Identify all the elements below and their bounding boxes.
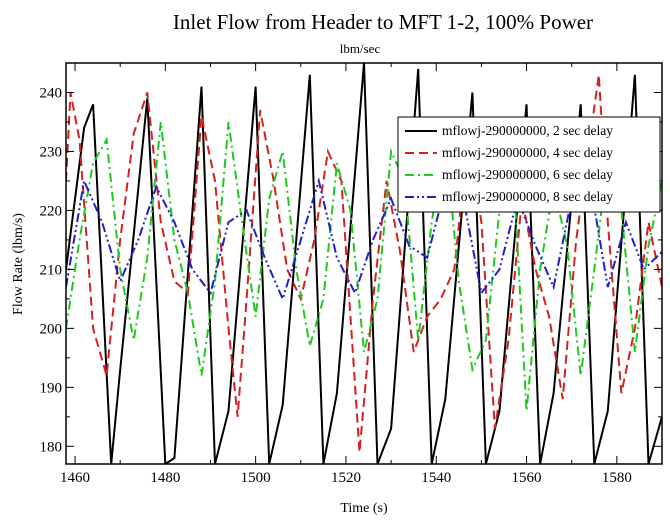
y-axis-label: Flow Rate (lbm/s) [11, 213, 26, 315]
x-tick-label: 1500 [241, 470, 271, 486]
y-tick-label: 240 [40, 85, 63, 101]
legend-label-1: mflowj-290000000, 2 sec delay [442, 123, 613, 138]
series-line-3 [66, 121, 662, 411]
plot-frame [65, 62, 663, 465]
y-tick-label: 180 [40, 439, 63, 455]
chart-subtitle: lbm/sec [340, 41, 381, 56]
series-line-4 [66, 177, 662, 302]
legend: mflowj-290000000, 2 sec delay mflowj-2900… [397, 116, 661, 213]
y-tick-label: 210 [40, 262, 63, 278]
y-tick-label: 230 [40, 144, 63, 160]
series-line-1 [66, 63, 662, 464]
x-tick-label: 1580 [602, 470, 632, 486]
legend-box [397, 116, 661, 213]
chart-title: Inlet Flow from Header to MFT 1-2, 100% … [173, 10, 593, 34]
series-layer [66, 63, 662, 464]
legend-label-3: mflowj-290000000, 6 sec delay [442, 167, 613, 182]
legend-label-4: mflowj-290000000, 8 sec delay [442, 189, 613, 204]
y-tick-label: 220 [40, 203, 63, 219]
x-axis-label: Time (s) [340, 501, 388, 516]
x-tick-label: 1520 [331, 470, 361, 486]
x-tick-label: 1480 [150, 470, 180, 486]
legend-label-2: mflowj-290000000, 4 sec delay [442, 145, 613, 160]
x-axis: 1460 1480 1500 1520 1540 1560 1580 [60, 63, 632, 486]
y-tick-label: 190 [40, 380, 63, 396]
x-tick-label: 1460 [60, 470, 90, 486]
x-tick-label: 1560 [512, 470, 542, 486]
x-tick-label: 1540 [421, 470, 451, 486]
series-line-2 [66, 74, 662, 453]
y-axis: 180 190 200 210 220 230 240 [40, 85, 662, 455]
y-tick-label: 200 [40, 321, 63, 337]
